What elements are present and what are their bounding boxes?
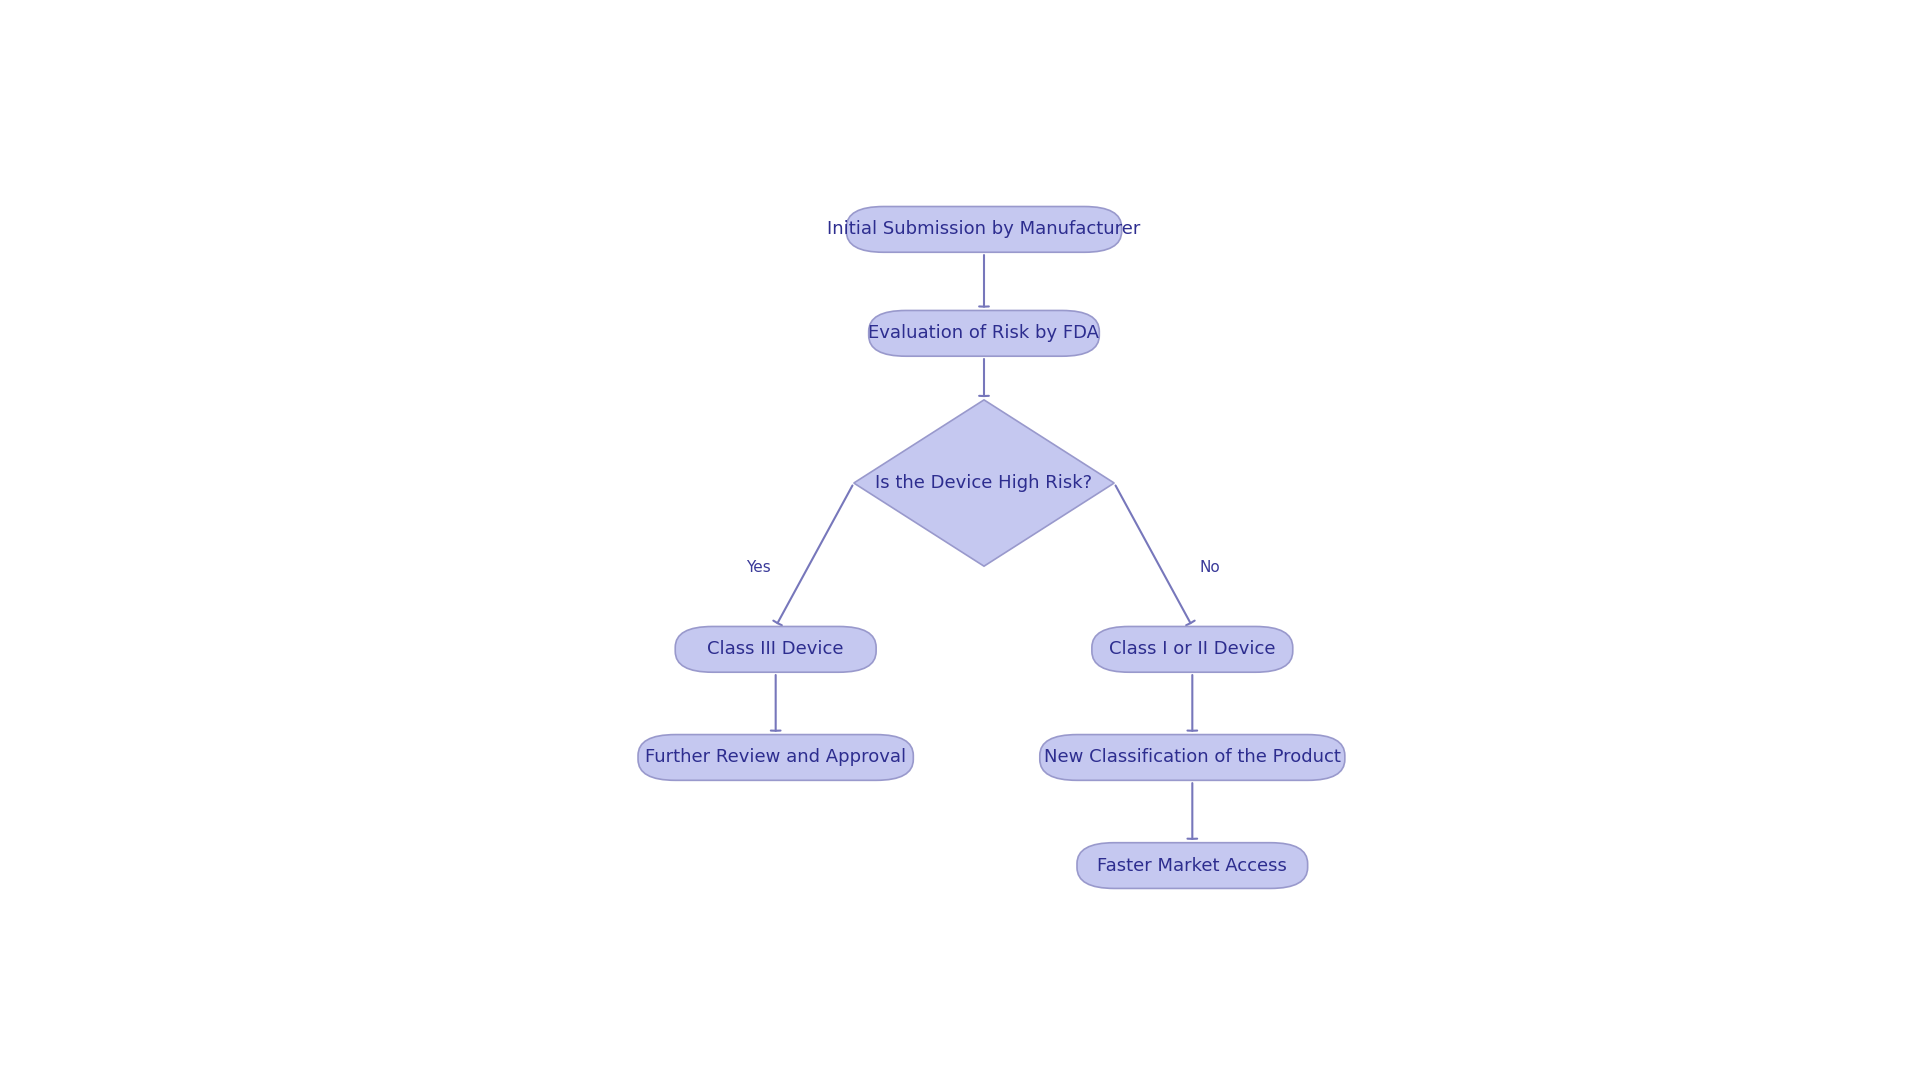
Text: Initial Submission by Manufacturer: Initial Submission by Manufacturer — [828, 220, 1140, 239]
FancyBboxPatch shape — [1041, 734, 1344, 781]
FancyBboxPatch shape — [1092, 626, 1292, 672]
FancyBboxPatch shape — [847, 206, 1121, 253]
Polygon shape — [854, 400, 1114, 566]
Text: Evaluation of Risk by FDA: Evaluation of Risk by FDA — [868, 324, 1100, 342]
Text: Is the Device High Risk?: Is the Device High Risk? — [876, 474, 1092, 492]
FancyBboxPatch shape — [676, 626, 876, 672]
FancyBboxPatch shape — [637, 734, 914, 781]
Text: Class I or II Device: Class I or II Device — [1110, 640, 1275, 659]
Text: Yes: Yes — [747, 561, 770, 576]
Text: Class III Device: Class III Device — [707, 640, 845, 659]
Text: Further Review and Approval: Further Review and Approval — [645, 748, 906, 767]
Text: No: No — [1200, 561, 1219, 576]
FancyBboxPatch shape — [868, 310, 1100, 356]
FancyBboxPatch shape — [1077, 842, 1308, 889]
Text: New Classification of the Product: New Classification of the Product — [1044, 748, 1340, 767]
Text: Faster Market Access: Faster Market Access — [1098, 856, 1286, 875]
